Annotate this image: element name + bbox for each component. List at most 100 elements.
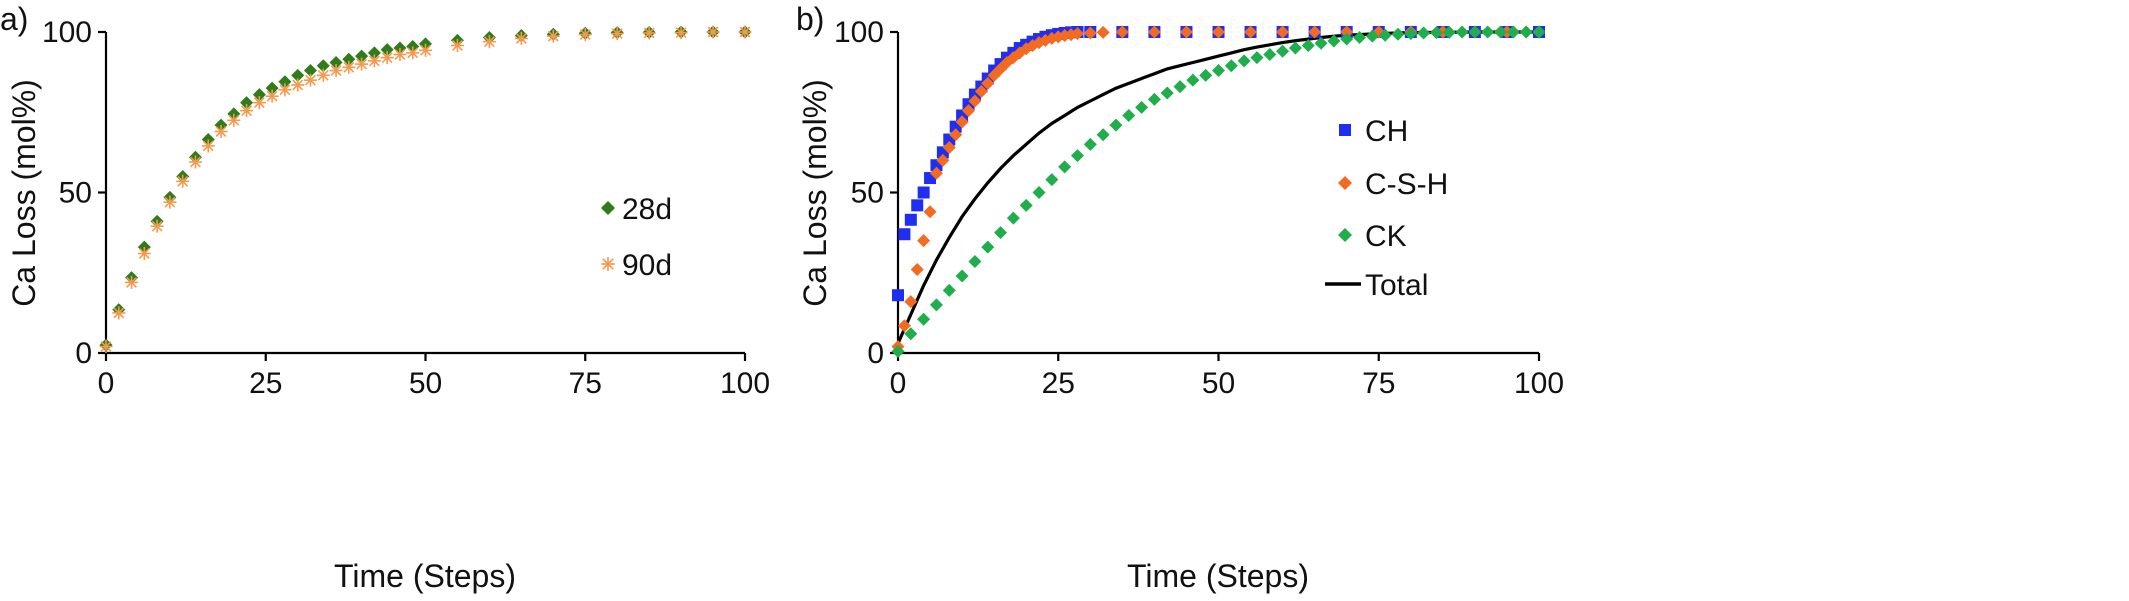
- data-point: [1070, 27, 1084, 41]
- data-point: [240, 104, 254, 118]
- data-point: [265, 89, 279, 103]
- data-point: [1250, 51, 1264, 65]
- data-point: [904, 213, 917, 226]
- legend-swatch: [1339, 124, 1351, 136]
- panel-b-legend: CH C-S-H CK Total: [1325, 115, 1448, 302]
- data-point: [1006, 211, 1020, 225]
- data-point: [163, 195, 177, 209]
- data-point: [1070, 149, 1084, 163]
- data-point: [316, 59, 330, 73]
- legend-item: 28d: [601, 193, 672, 226]
- data-point: [1455, 25, 1469, 39]
- data-point: [1429, 26, 1443, 40]
- data-point: [291, 68, 305, 82]
- data-point: [380, 43, 394, 57]
- panel-b-marks: [891, 25, 1546, 358]
- data-point: [176, 174, 190, 188]
- data-point: [910, 263, 924, 277]
- panel-b-label: b): [796, 1, 824, 37]
- data-point: [642, 26, 656, 40]
- data-point: [1096, 128, 1110, 142]
- y-tick-label: 0: [75, 337, 92, 370]
- data-point: [303, 73, 317, 87]
- data-point: [380, 51, 394, 65]
- data-point: [1122, 108, 1136, 122]
- data-point: [150, 219, 164, 233]
- x-tick-label: 100: [720, 367, 770, 400]
- panel-a-marks: [99, 25, 752, 354]
- data-point: [1276, 25, 1290, 39]
- legend-item: 90d: [601, 249, 672, 282]
- data-point: [1532, 25, 1546, 39]
- data-point: [981, 240, 995, 254]
- legend-swatch: [601, 257, 615, 271]
- data-point: [1058, 160, 1072, 174]
- panel-b-ticks: 0 25 50 75 100 0 50 100: [834, 16, 1564, 400]
- data-point: [1224, 59, 1238, 73]
- panel-a-legend: 28d 90d: [601, 193, 672, 282]
- data-point: [393, 47, 407, 61]
- x-tick-label: 0: [98, 367, 115, 400]
- data-point: [968, 94, 982, 108]
- series-CK: [891, 25, 1546, 358]
- data-point: [1494, 25, 1508, 39]
- data-point: [917, 234, 931, 248]
- data-point: [1045, 31, 1059, 45]
- data-point: [1032, 186, 1046, 199]
- x-tick-label: 75: [1362, 367, 1395, 400]
- data-point: [1186, 73, 1200, 87]
- data-point: [929, 166, 943, 180]
- data-point: [892, 289, 904, 302]
- data-point: [99, 340, 113, 354]
- data-point: [1237, 54, 1251, 68]
- y-tick-label: 50: [59, 177, 92, 210]
- panel-b-xlabel: Time (Steps): [1127, 558, 1309, 594]
- data-point: [265, 81, 279, 95]
- legend-item: Total: [1325, 269, 1428, 302]
- panel-a-label: a): [0, 1, 28, 37]
- data-point: [240, 96, 254, 110]
- data-point: [1147, 25, 1161, 39]
- y-tick-label: 50: [851, 177, 884, 210]
- data-point: [897, 319, 911, 333]
- data-point: [278, 83, 292, 97]
- data-point: [1115, 25, 1129, 39]
- data-point: [974, 84, 988, 98]
- data-point: [1199, 68, 1213, 82]
- data-point: [329, 64, 343, 78]
- series-line: [896, 30, 1539, 345]
- data-point: [125, 275, 139, 289]
- legend-swatch: [1338, 176, 1352, 190]
- data-point: [419, 43, 432, 57]
- data-point: [706, 25, 720, 39]
- panel-a-xlabel: Time (Steps): [334, 558, 516, 594]
- data-point: [1263, 47, 1277, 61]
- data-point: [355, 57, 369, 71]
- data-point: [514, 31, 528, 45]
- data-point: [962, 104, 976, 118]
- data-point: [1045, 173, 1059, 187]
- data-point: [1058, 29, 1072, 43]
- data-point: [482, 35, 496, 49]
- data-point: [968, 255, 982, 269]
- data-point: [1109, 118, 1123, 132]
- legend-item: CH: [1339, 115, 1408, 148]
- data-point: [1135, 100, 1149, 114]
- data-point: [1212, 64, 1225, 78]
- data-point: [1083, 137, 1097, 151]
- data-point: [1147, 92, 1161, 106]
- data-point: [355, 49, 369, 63]
- data-point: [911, 199, 924, 212]
- legend-label: 28d: [622, 193, 672, 226]
- panel-b-ylabel: Ca Loss (mol%): [797, 79, 833, 307]
- data-point: [891, 344, 905, 358]
- data-point: [303, 64, 317, 78]
- y-tick-label: 100: [834, 16, 884, 49]
- data-point: [291, 78, 305, 92]
- data-point: [342, 52, 356, 66]
- data-point: [917, 312, 931, 326]
- data-point: [1096, 25, 1110, 39]
- data-point: [1481, 25, 1495, 39]
- x-tick-label: 75: [569, 367, 602, 400]
- data-point: [214, 125, 228, 139]
